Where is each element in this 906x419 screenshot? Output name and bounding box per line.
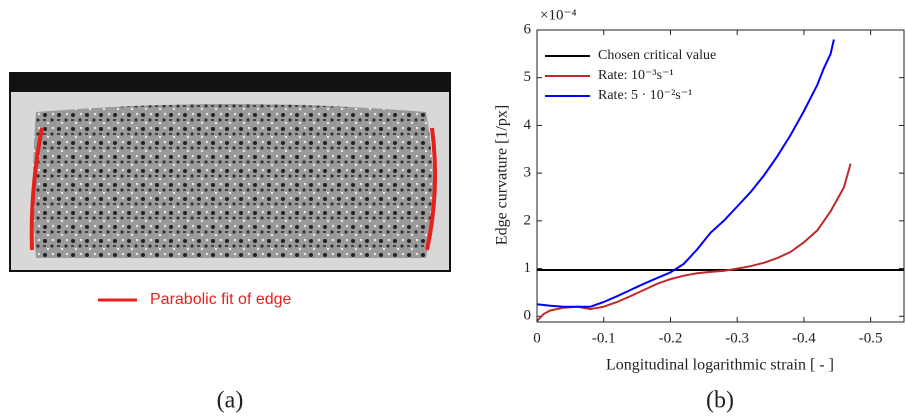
x-tick-label: -0.2	[659, 330, 683, 346]
panel-label: (a)	[217, 388, 244, 414]
legend-label: Chosen critical value	[598, 48, 716, 63]
y-tick-label: 2	[524, 212, 532, 228]
y-multiplier: ×10⁻⁴	[540, 7, 577, 23]
specimen	[33, 104, 433, 258]
y-tick-label: 1	[524, 260, 532, 276]
legend-label: Rate: 5 · 10⁻²s⁻¹	[598, 88, 692, 103]
x-tick-label: 0	[533, 330, 541, 346]
x-axis-label: Longitudinal logarithmic strain [ - ]	[606, 357, 834, 374]
y-tick-label: 5	[524, 69, 532, 85]
x-tick-label: -0.3	[725, 330, 749, 346]
fit-right	[425, 127, 438, 251]
y-tick-label: 4	[524, 117, 532, 133]
y-tick-label: 3	[524, 165, 532, 181]
x-tick-label: -0.1	[592, 330, 616, 346]
x-tick-label: -0.4	[792, 330, 816, 346]
plot-frame	[536, 29, 905, 323]
legend-label: Parabolic fit of edge	[150, 291, 292, 308]
fit-left	[29, 127, 44, 251]
panel-label: (b)	[706, 388, 734, 414]
x-tick-label: -0.5	[859, 330, 883, 346]
legend-label: Rate: 10⁻³s⁻¹	[598, 68, 674, 83]
y-tick-label: 6	[524, 21, 532, 37]
series-line	[536, 39, 835, 308]
photo	[9, 72, 451, 272]
series-line	[536, 163, 852, 322]
y-tick-label: 0	[524, 308, 532, 324]
y-axis-label: Edge curvature [1/px]	[494, 105, 511, 245]
